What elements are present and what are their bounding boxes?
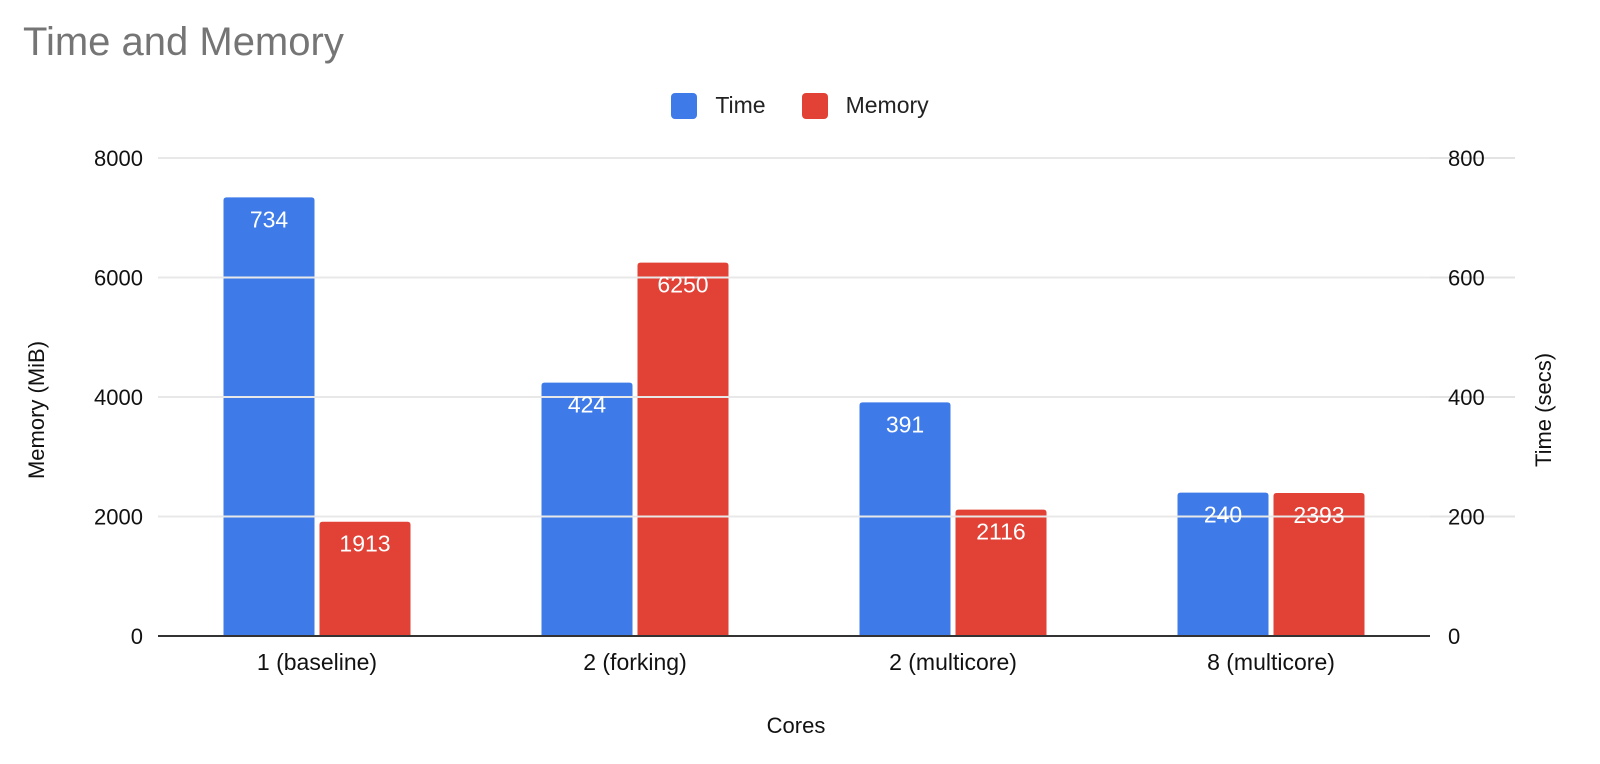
legend-label-memory: Memory <box>845 92 929 118</box>
y-tick-right: 0 <box>1448 624 1460 649</box>
y-tick-right: 400 <box>1448 385 1485 410</box>
y-tick-left: 6000 <box>94 266 143 291</box>
data-label: 391 <box>886 411 924 437</box>
legend-item-memory[interactable]: Memory <box>801 92 929 119</box>
data-label: 240 <box>1204 502 1242 528</box>
y-tick-left: 4000 <box>94 385 143 410</box>
data-label: 424 <box>568 392 607 418</box>
legend-swatch-time <box>671 92 698 119</box>
x-tick-label: 8 (multicore) <box>1207 649 1335 675</box>
y-tick-left: 8000 <box>94 146 143 171</box>
bar-memory[interactable] <box>955 509 1047 636</box>
y-tick-right: 800 <box>1448 146 1485 171</box>
y-tick-left: 2000 <box>94 505 143 530</box>
legend-item-time[interactable]: Time <box>671 92 766 119</box>
y-tick-left: 0 <box>131 624 143 649</box>
bar-time[interactable] <box>859 402 951 636</box>
data-label: 6250 <box>657 272 708 298</box>
y-tick-right: 200 <box>1448 505 1485 530</box>
legend-swatch-memory <box>801 92 828 119</box>
y-tick-right: 600 <box>1448 266 1485 291</box>
x-tick-label: 2 (multicore) <box>889 649 1017 675</box>
chart-title: Time and Memory <box>23 20 344 64</box>
bar-time[interactable] <box>1177 492 1269 636</box>
bar-time[interactable] <box>223 197 315 636</box>
data-label: 734 <box>250 206 289 232</box>
bar-memory[interactable] <box>637 262 729 636</box>
x-tick-label: 1 (baseline) <box>257 649 377 675</box>
y-axis-title-right: Time (secs) <box>1531 353 1556 467</box>
legend-label-time: Time <box>715 92 766 118</box>
y-axis-title-left: Memory (MiB) <box>24 341 49 479</box>
data-label: 2116 <box>976 519 1025 545</box>
data-label: 1913 <box>339 531 390 557</box>
x-tick-label: 2 (forking) <box>583 649 687 675</box>
legend: Time Memory <box>0 92 1600 119</box>
bar-memory[interactable] <box>1273 493 1365 636</box>
bar-memory[interactable] <box>319 521 411 636</box>
bar-time[interactable] <box>541 382 633 636</box>
x-axis-title: Cores <box>767 713 826 738</box>
data-label: 2393 <box>1293 502 1344 528</box>
